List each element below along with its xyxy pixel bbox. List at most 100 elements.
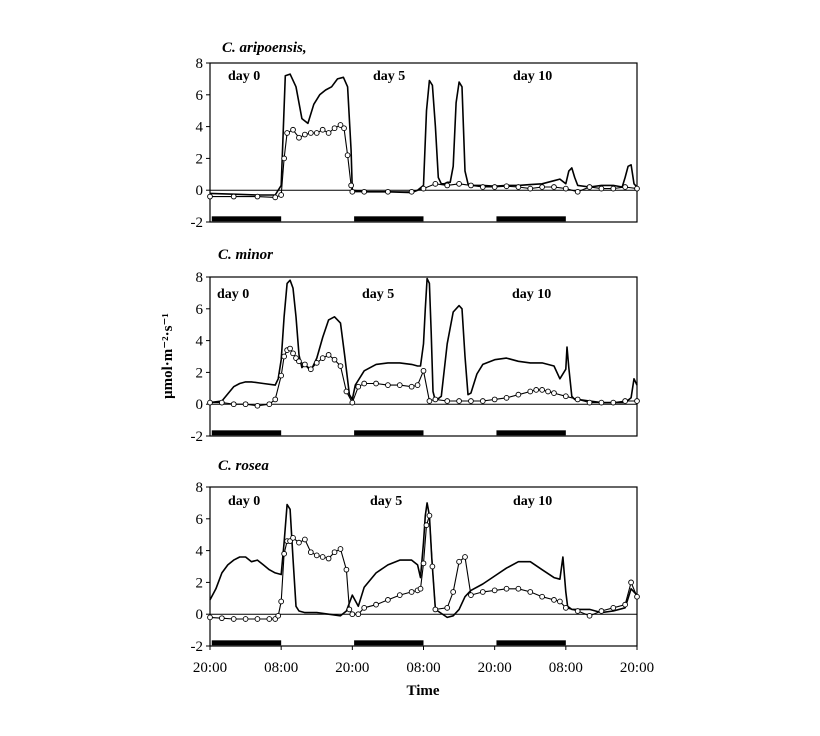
data-point [551, 390, 557, 396]
data-point [432, 180, 439, 187]
data-point [344, 152, 351, 159]
data-point [491, 396, 498, 403]
y-tick-label: 0 [196, 607, 204, 623]
data-point [337, 122, 344, 128]
data-point [610, 399, 617, 406]
dark-period-bar [496, 640, 566, 646]
data-point [242, 401, 249, 408]
data-point [628, 579, 634, 586]
data-point [479, 398, 486, 404]
day-label-0: day 0 [228, 69, 260, 84]
data-point [598, 608, 605, 614]
data-point [426, 512, 433, 519]
data-point [343, 566, 350, 573]
day-label-10: day 10 [512, 287, 551, 302]
data-point [242, 616, 249, 622]
data-point [361, 188, 368, 195]
data-point [432, 396, 439, 403]
data-point [468, 398, 474, 404]
data-point [325, 555, 332, 562]
data-point [254, 402, 261, 409]
data-point [207, 193, 213, 200]
dark-period-bar [496, 216, 566, 222]
dark-period-bar [211, 640, 282, 646]
data-point [574, 396, 581, 403]
x-tick-label: 20:00 [478, 660, 512, 676]
data-point [341, 125, 347, 132]
data-point [281, 353, 287, 360]
data-point [302, 536, 308, 543]
data-point [598, 399, 605, 406]
series-line-solid [209, 277, 638, 404]
dark-period-bar [496, 430, 566, 436]
data-point [290, 535, 296, 541]
data-point [586, 612, 593, 619]
y-tick-label: 2 [196, 365, 204, 381]
data-point [574, 188, 581, 195]
y-axis-ticks: -2 0 2 4 6 8 [191, 56, 210, 231]
data-point [396, 382, 403, 388]
data-point [355, 383, 362, 390]
dark-period-bar [354, 216, 424, 222]
data-point [586, 184, 593, 190]
series-line-circles [209, 515, 638, 620]
data-point [313, 360, 320, 366]
data-point [551, 184, 557, 190]
data-point [266, 616, 273, 622]
data-point [207, 399, 213, 406]
data-point [417, 585, 424, 592]
data-point [287, 345, 293, 352]
data-point [468, 182, 474, 189]
data-point [296, 539, 302, 546]
data-point [290, 350, 296, 357]
data-point [450, 589, 457, 595]
x-tick-label: 08:00 [406, 660, 440, 676]
data-point [290, 126, 296, 133]
data-point [432, 606, 439, 613]
data-point [562, 604, 569, 611]
data-point [527, 388, 534, 395]
data-point [219, 615, 225, 622]
y-tick-label: 0 [196, 183, 204, 199]
data-point [491, 184, 498, 190]
data-point [207, 614, 213, 621]
data-point [254, 616, 261, 622]
data-point [349, 188, 356, 195]
data-point [337, 546, 344, 552]
y-axis-ticks: -2 0 2 4 6 8 [191, 270, 210, 445]
data-point [527, 185, 534, 192]
data-point [456, 180, 462, 187]
day-label-5: day 5 [370, 494, 402, 509]
data-point [331, 549, 338, 556]
data-point [313, 552, 320, 559]
x-tick-label: 20:00 [620, 660, 654, 676]
data-point [634, 185, 640, 192]
data-point [468, 592, 474, 598]
data-point [444, 398, 451, 404]
data-point [313, 130, 320, 136]
y-tick-label: 2 [196, 151, 204, 167]
data-point [503, 183, 510, 190]
data-point [586, 399, 593, 406]
data-point [527, 589, 534, 595]
data-point [385, 597, 391, 603]
data-point [456, 558, 462, 565]
data-point [349, 399, 356, 406]
data-point [266, 401, 273, 408]
y-tick-label: 6 [196, 302, 204, 318]
series-line-circles [210, 347, 637, 407]
x-axis-ticks: 20:00 08:00 20:00 08:00 20:00 08:00 20:00 [193, 646, 654, 676]
data-point [515, 391, 522, 398]
dark-period-bar [354, 640, 424, 646]
data-point [284, 130, 290, 136]
data-point [361, 604, 368, 611]
data-point [230, 193, 237, 200]
data-point [533, 387, 540, 393]
data-point [622, 601, 628, 608]
data-point [408, 188, 415, 195]
y-axis-ticks: -2 0 2 4 6 8 [191, 480, 210, 655]
y-tick-label: -2 [191, 639, 204, 655]
data-point [634, 398, 640, 404]
data-point [545, 388, 551, 395]
y-tick-label: 6 [196, 512, 204, 528]
